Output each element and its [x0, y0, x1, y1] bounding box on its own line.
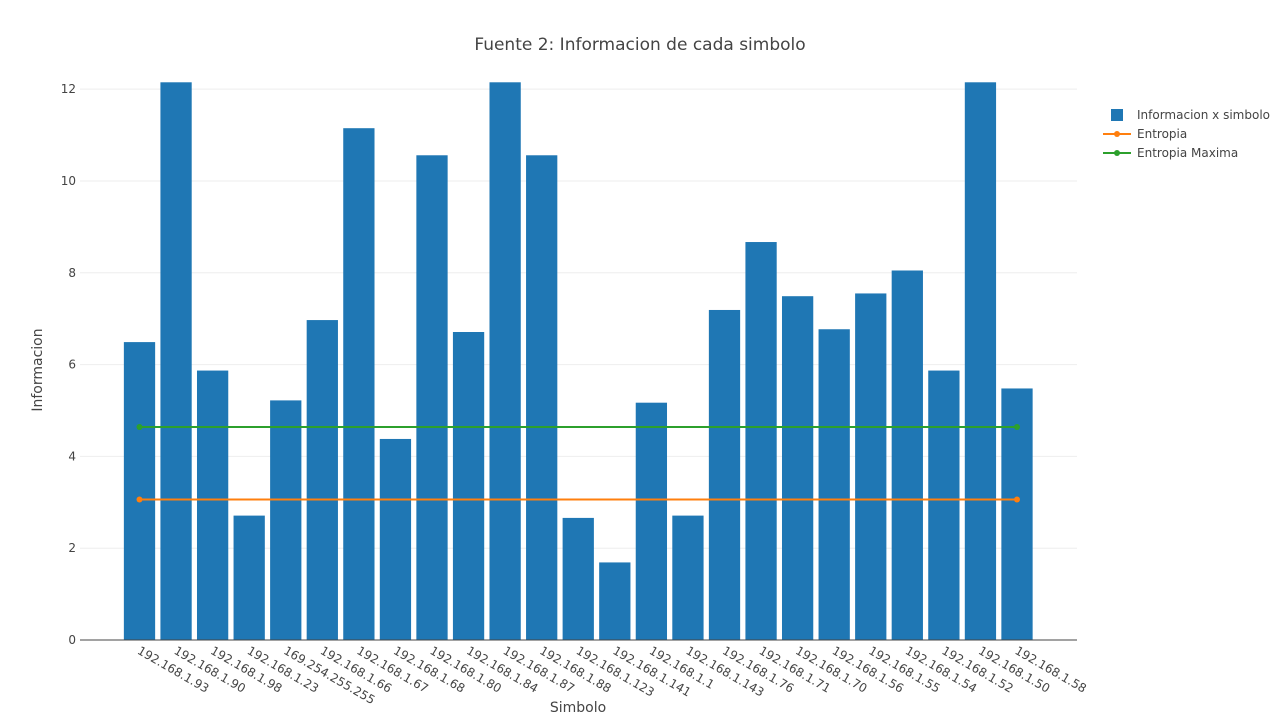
- bar[interactable]: [672, 515, 704, 640]
- series-point[interactable]: [136, 424, 143, 431]
- bar[interactable]: [452, 332, 485, 640]
- legend[interactable]: Informacion x simbolo Entropia Entropia Ma…: [1103, 108, 1270, 160]
- bar[interactable]: [928, 370, 960, 640]
- bar[interactable]: [818, 329, 850, 640]
- bar[interactable]: [891, 270, 923, 640]
- bars: [123, 82, 1033, 641]
- bar[interactable]: [343, 128, 375, 640]
- bar[interactable]: [160, 82, 192, 640]
- y-tick-label: 0: [68, 633, 76, 647]
- bar[interactable]: [489, 82, 521, 640]
- y-tick-label: 6: [68, 358, 76, 372]
- y-tick-label: 2: [68, 541, 76, 555]
- bar[interactable]: [599, 562, 631, 640]
- gridlines: [80, 88, 1077, 549]
- bar[interactable]: [1001, 388, 1033, 640]
- y-tick-label: 4: [68, 449, 76, 463]
- chart-title: Fuente 2: Informacion de cada simbolo: [474, 35, 805, 55]
- legend-label: Entropia: [1137, 127, 1187, 141]
- bar[interactable]: [233, 515, 265, 640]
- legend-label: Informacion x simbolo: [1137, 108, 1270, 122]
- bar[interactable]: [562, 517, 594, 640]
- bar[interactable]: [855, 293, 887, 640]
- bar[interactable]: [526, 155, 558, 640]
- bar[interactable]: [781, 296, 814, 640]
- legend-swatch: [1111, 109, 1123, 121]
- legend-item[interactable]: Entropia Maxima: [1103, 146, 1238, 160]
- legend-item[interactable]: Entropia: [1103, 127, 1187, 141]
- y-tick-label: 10: [61, 174, 76, 188]
- series-point[interactable]: [1014, 424, 1020, 431]
- bar[interactable]: [635, 402, 668, 640]
- bar[interactable]: [964, 82, 997, 640]
- bar[interactable]: [416, 155, 448, 640]
- lines: [136, 424, 1020, 503]
- y-tick-label: 8: [68, 266, 76, 280]
- legend-swatch-dot: [1114, 131, 1120, 137]
- bar[interactable]: [270, 400, 302, 640]
- bar[interactable]: [123, 342, 156, 640]
- bar[interactable]: [708, 309, 741, 640]
- bar[interactable]: [196, 370, 229, 640]
- bar[interactable]: [306, 320, 338, 640]
- y-axis-title: Informacion: [30, 328, 46, 411]
- y-tick-label: 12: [61, 82, 76, 96]
- x-axis-title: Simbolo: [550, 700, 606, 716]
- series-point[interactable]: [136, 496, 143, 503]
- bar[interactable]: [745, 242, 777, 641]
- legend-label: Entropia Maxima: [1137, 146, 1238, 160]
- bar[interactable]: [379, 438, 412, 640]
- legend-item[interactable]: Informacion x simbolo: [1111, 108, 1270, 122]
- series-point[interactable]: [1014, 496, 1020, 503]
- legend-swatch-dot: [1114, 150, 1120, 156]
